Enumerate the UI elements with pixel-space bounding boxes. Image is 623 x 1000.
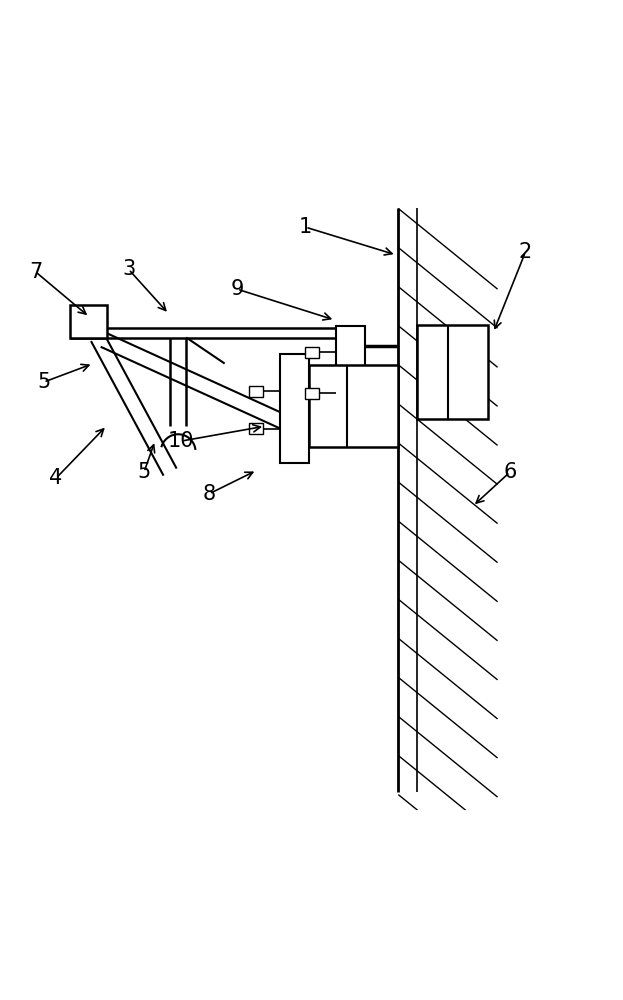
Bar (305, 347, 319, 358)
Text: 5: 5 (138, 462, 151, 482)
Bar (280, 354, 309, 463)
Text: 5: 5 (37, 372, 50, 392)
Text: 7: 7 (29, 262, 42, 282)
Text: 10: 10 (168, 431, 194, 451)
Bar (309, 365, 398, 447)
Text: 4: 4 (49, 468, 62, 488)
Text: 9: 9 (231, 279, 244, 299)
Bar (305, 388, 319, 399)
Bar (249, 423, 263, 434)
Text: 3: 3 (122, 259, 135, 279)
Bar (336, 326, 365, 435)
Text: 8: 8 (202, 484, 216, 504)
Text: 6: 6 (503, 462, 516, 482)
Text: 2: 2 (519, 242, 532, 262)
Bar (70, 305, 107, 338)
Bar (417, 325, 488, 419)
Bar (249, 386, 263, 397)
Text: 1: 1 (298, 217, 312, 237)
